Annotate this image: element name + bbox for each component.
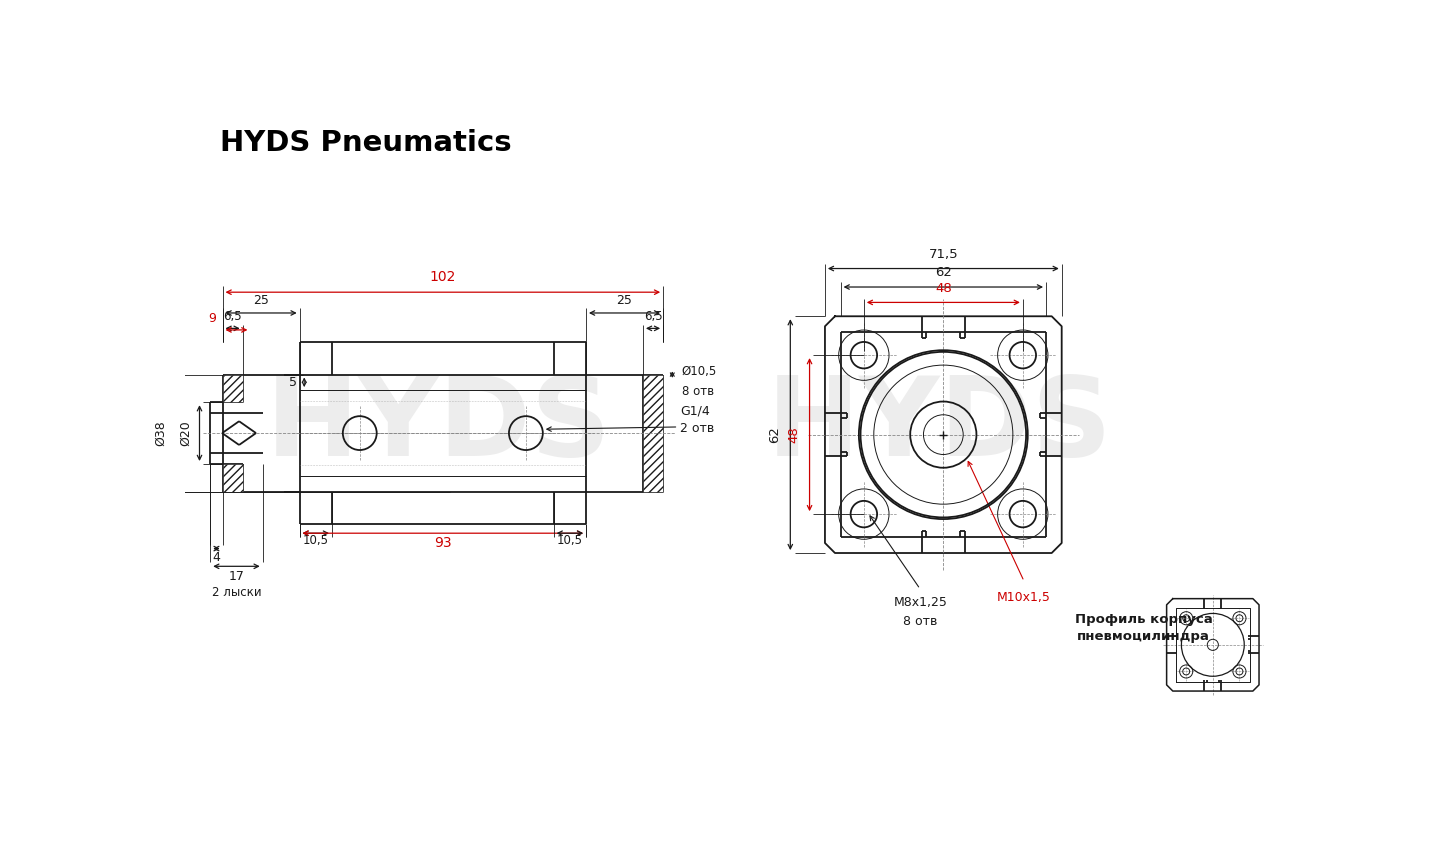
Text: 25: 25	[616, 294, 632, 307]
Text: G1/4: G1/4	[680, 405, 709, 417]
Text: M10x1,5: M10x1,5	[998, 591, 1051, 604]
Text: Ø10,5: Ø10,5	[682, 365, 716, 378]
Text: 10,5: 10,5	[557, 534, 583, 547]
Text: HYDS Pneumatics: HYDS Pneumatics	[219, 129, 512, 157]
Text: 48: 48	[787, 426, 800, 443]
Text: 17: 17	[229, 570, 245, 583]
Text: 25: 25	[254, 294, 270, 307]
Text: 102: 102	[429, 270, 455, 285]
Text: 93: 93	[434, 536, 451, 550]
Text: 8 отв: 8 отв	[903, 615, 937, 627]
Text: 48: 48	[935, 281, 951, 295]
Bar	[223, 464, 242, 491]
Text: 4: 4	[213, 551, 220, 564]
Text: пневмоцилиндра: пневмоцилиндра	[1077, 631, 1209, 643]
Text: Профиль корпуса: Профиль корпуса	[1074, 613, 1212, 626]
Text: 62: 62	[935, 266, 951, 280]
Text: 71,5: 71,5	[928, 248, 958, 261]
Text: 9: 9	[209, 312, 216, 325]
Text: 2 отв: 2 отв	[680, 422, 715, 435]
Text: Ø20: Ø20	[178, 420, 191, 446]
Bar	[223, 375, 242, 402]
Text: HYDS: HYDS	[767, 372, 1112, 479]
Bar	[642, 375, 663, 491]
Text: 5: 5	[290, 376, 297, 388]
Text: 6,5: 6,5	[644, 310, 663, 323]
Text: 8 отв: 8 отв	[682, 385, 713, 398]
Text: 10,5: 10,5	[303, 534, 329, 547]
Text: 2 лыски: 2 лыски	[212, 586, 261, 598]
Text: 62: 62	[768, 426, 782, 443]
Text: HYDS: HYDS	[267, 372, 612, 479]
Text: 6,5: 6,5	[223, 310, 242, 323]
Text: M8x1,25: M8x1,25	[893, 596, 947, 609]
Text: Ø38: Ø38	[154, 420, 167, 446]
